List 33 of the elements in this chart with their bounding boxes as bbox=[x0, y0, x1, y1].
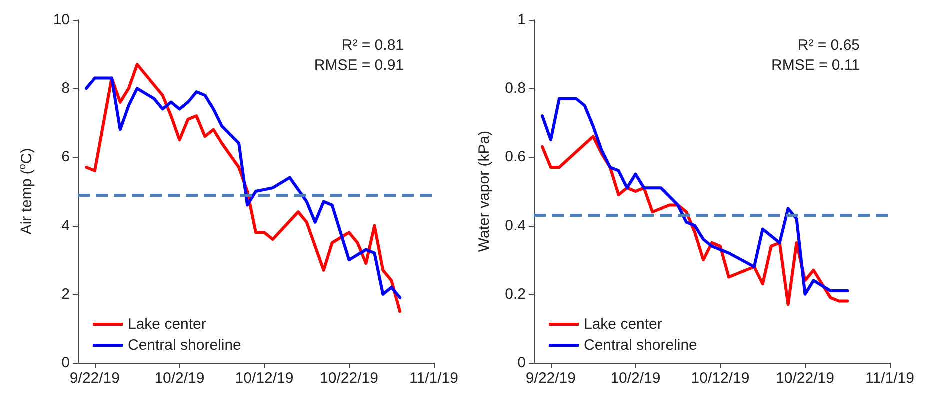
x-tick-label: 9/22/19 bbox=[526, 370, 576, 387]
y-tick-label: 0.2 bbox=[505, 286, 526, 303]
x-tick-label: 10/12/19 bbox=[691, 370, 750, 387]
line-series bbox=[540, 97, 850, 296]
x-tick-label: 11/1/19 bbox=[410, 370, 458, 387]
y-tick-label: 0.4 bbox=[505, 217, 526, 234]
x-tick-label: 10/2/19 bbox=[610, 370, 661, 387]
x-tick-label: 10/12/19 bbox=[235, 370, 294, 387]
y-tick-label: 0.6 bbox=[505, 148, 526, 166]
y-tick-label: 0 bbox=[62, 354, 70, 372]
y-axis-title: Air temp (oC) bbox=[18, 148, 36, 235]
y-tick-label: 8 bbox=[62, 80, 70, 98]
annotation: RMSE = 0.91 bbox=[314, 57, 404, 74]
y-tick-label: 0.8 bbox=[505, 80, 526, 98]
y-tick-label: 1 bbox=[518, 12, 526, 28]
y-axis-title: Water vapor (kPa) bbox=[476, 130, 493, 252]
x-tick-label: 9/22/19 bbox=[70, 370, 120, 387]
x-tick-label: 10/22/19 bbox=[320, 370, 378, 387]
y-tick-label: 6 bbox=[62, 148, 70, 166]
annotation: RMSE = 0.11 bbox=[771, 57, 860, 74]
y-tick-label: 4 bbox=[62, 217, 70, 234]
x-tick-label: 10/2/19 bbox=[154, 370, 205, 387]
annotation: R² = 0.81 bbox=[342, 37, 404, 54]
legend-label: Central shoreline bbox=[128, 337, 242, 354]
legend-label: Lake center bbox=[584, 316, 662, 333]
legend-label: Central shoreline bbox=[584, 337, 698, 354]
legend-label: Lake center bbox=[128, 316, 206, 333]
y-tick-label: 2 bbox=[62, 286, 70, 303]
y-tick-label: 0 bbox=[518, 354, 526, 372]
x-tick-label: 11/1/19 bbox=[866, 370, 914, 387]
annotation: R² = 0.65 bbox=[798, 37, 860, 54]
x-tick-label: 10/22/19 bbox=[776, 370, 834, 387]
y-tick-label: 10 bbox=[53, 12, 70, 28]
